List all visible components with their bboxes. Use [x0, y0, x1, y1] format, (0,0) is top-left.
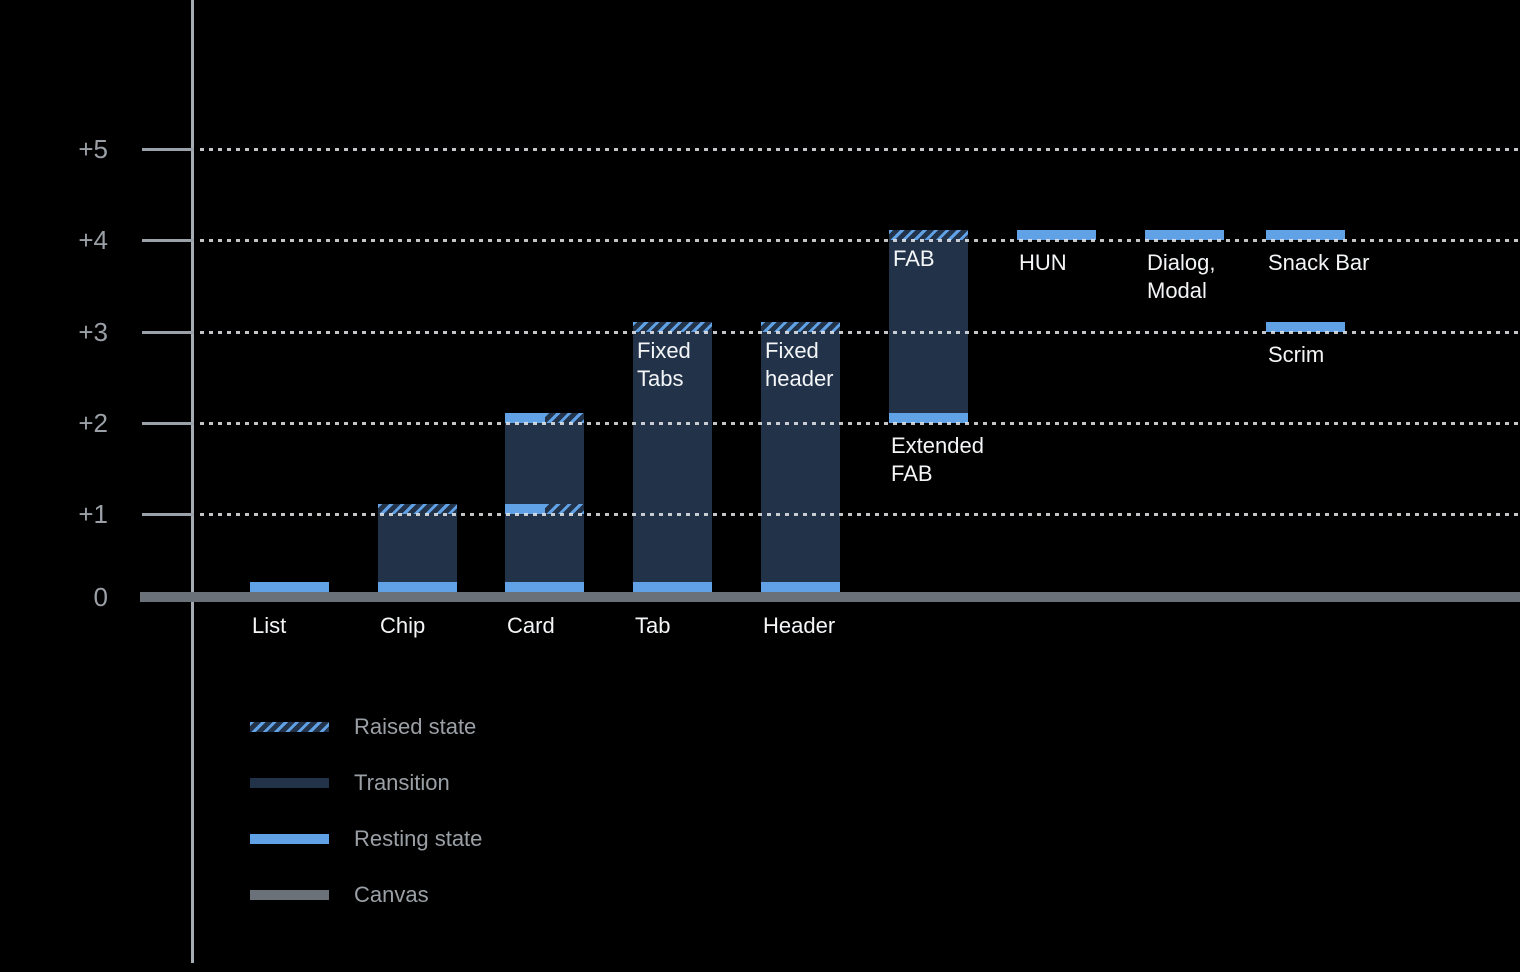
y-axis-tick-5 [142, 148, 194, 151]
gridline-level-2 [200, 422, 1520, 425]
snack-bar-scrim-label: Scrim [1268, 342, 1325, 367]
card-resting-band [505, 413, 546, 423]
snack-bar-scrim-label: Snack Bar [1268, 250, 1370, 275]
legend-swatch-raised [250, 722, 329, 732]
y-axis-tick-3 [142, 331, 194, 334]
header-transition-segment [761, 332, 840, 582]
y-axis-label-2: +2 [78, 408, 108, 438]
y-axis-label-5: +5 [78, 134, 108, 164]
card-resting-band [505, 504, 546, 514]
legend-item-resting: Resting state [250, 825, 482, 853]
legend-item-canvas: Canvas [250, 881, 429, 909]
header-resting-band [761, 582, 840, 592]
snack-bar-scrim-resting-band [1266, 230, 1345, 240]
chip-raised-band [378, 504, 457, 514]
header-raised-band [761, 322, 840, 332]
legend-label: Transition [354, 770, 450, 795]
canvas-baseline [140, 592, 1520, 602]
extended-fab-raised-band [889, 230, 968, 240]
header-top-label: Fixed header [765, 338, 834, 391]
y-axis-label-4: +4 [78, 225, 108, 255]
y-axis-tick-1 [142, 513, 194, 516]
legend-label: Resting state [354, 826, 483, 851]
card-raised-band [544, 413, 584, 423]
extended-fab-resting-band [889, 413, 968, 423]
extended-fab-transition-segment [889, 240, 968, 413]
legend-label: Canvas [354, 882, 429, 907]
card-axis-label: Card [507, 613, 555, 638]
legend-item-raised: Raised state [250, 713, 476, 741]
y-axis-line [191, 0, 194, 963]
header-axis-label: Header [763, 613, 836, 638]
tab-transition-segment [633, 332, 712, 582]
y-axis-tick-2 [142, 422, 194, 425]
chip-transition-segment [378, 514, 457, 582]
gridline-level-5 [200, 148, 1520, 151]
gridline-level-3 [200, 331, 1520, 334]
gridline-level-1 [200, 513, 1520, 516]
list-resting-band [250, 582, 329, 592]
card-raised-band [544, 504, 584, 514]
extended-fab-label: Extended FAB [891, 433, 984, 486]
legend-swatch-canvas [250, 890, 329, 900]
card-resting-band [505, 582, 584, 592]
tab-raised-band [633, 322, 712, 332]
snack-bar-scrim-resting-band [1266, 322, 1345, 332]
list-axis-label: List [252, 613, 287, 638]
gridline-level-4 [200, 239, 1520, 242]
legend-swatch-resting [250, 834, 329, 844]
chip-resting-band [378, 582, 457, 592]
legend-item-transition: Transition [250, 769, 450, 797]
card-transition-segment [505, 423, 584, 582]
dialog-modal-label: Dialog, Modal [1147, 250, 1216, 303]
extended-fab-top-label: FAB [893, 246, 935, 271]
dialog-modal-resting-band [1145, 230, 1224, 240]
hun-resting-band [1017, 230, 1096, 240]
tab-axis-label: Tab [635, 613, 671, 638]
legend-swatch-transition [250, 778, 329, 788]
tab-resting-band [633, 582, 712, 592]
legend-label: Raised state [354, 714, 477, 739]
y-axis-label-1: +1 [78, 499, 108, 529]
tab-top-label: Fixed Tabs [637, 338, 691, 391]
y-axis-label-0: 0 [93, 582, 108, 612]
y-axis-tick-4 [142, 239, 194, 242]
y-axis-label-3: +3 [78, 317, 108, 347]
hun-label: HUN [1019, 250, 1067, 275]
chip-axis-label: Chip [380, 613, 426, 638]
